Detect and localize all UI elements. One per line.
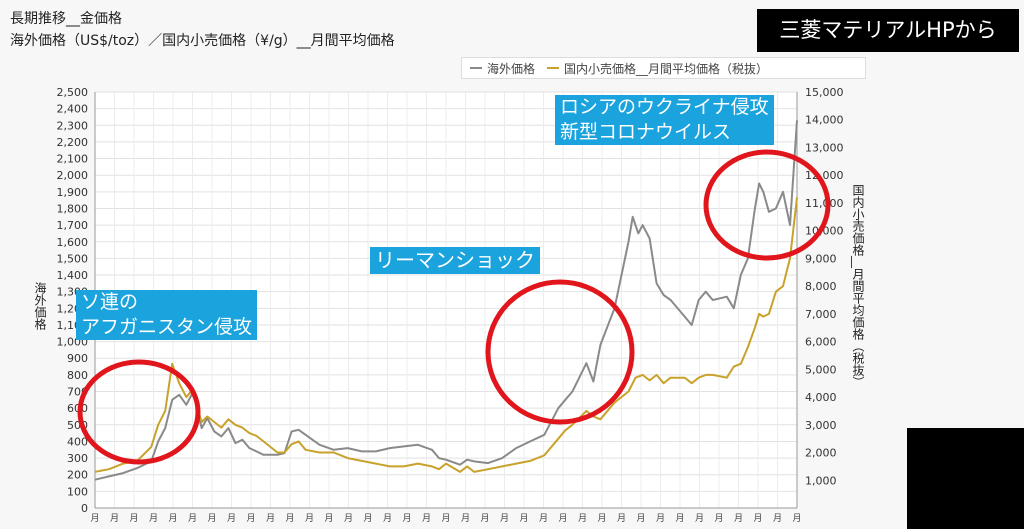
y-axis-title-left: 海外価格 [33, 282, 47, 330]
x-tick-label: 月 [539, 513, 548, 524]
x-tick-label: 月 [422, 513, 431, 524]
y-tick-label-left: 1,800 [57, 202, 89, 215]
y-tick-label-right: 14,000 [805, 114, 844, 127]
x-tick-label: 月 [129, 513, 138, 524]
x-tick-label: 月 [773, 513, 782, 524]
x-tick-label: 月 [656, 513, 665, 524]
chart-title: 長期推移__金価格 [10, 11, 122, 27]
x-tick-label: 月 [168, 513, 177, 524]
highlight-circle-afghanistan [77, 359, 201, 465]
annotation-afghanistan-line2: アフガニスタン侵攻 [81, 316, 253, 338]
y-tick-label-left: 2,300 [57, 119, 89, 132]
x-tick-label: 月 [383, 513, 392, 524]
y-tick-label-left: 800 [67, 369, 88, 382]
x-tick-label: 月 [636, 513, 645, 524]
y-tick-label-right: 5,000 [805, 363, 837, 376]
annotation-lehman-line1: リーマンショック [375, 248, 535, 272]
x-tick-label: 月 [695, 513, 704, 524]
series-line-domestic [94, 197, 798, 473]
y-tick-label-right: 8,000 [805, 280, 837, 293]
x-tick-label: 月 [519, 513, 528, 524]
y-tick-label-left: 1,400 [57, 269, 89, 282]
y-tick-label-right: 13,000 [805, 141, 844, 154]
y-tick-label-right: 4,000 [805, 391, 837, 404]
x-tick-label: 月 [110, 513, 119, 524]
y-tick-label-left: 1,700 [57, 219, 89, 232]
y-tick-label-left: 2,000 [57, 169, 89, 182]
legend-swatch-overseas [470, 66, 482, 69]
y-tick-label-left: 900 [67, 352, 88, 365]
series-line-overseas [94, 120, 798, 481]
x-tick-label: 月 [617, 513, 626, 524]
x-tick-label: 月 [753, 513, 762, 524]
y-tick-label-left: 2,200 [57, 136, 89, 149]
y-tick-label-left: 1,500 [57, 252, 89, 265]
chart-legend: 海外価格 国内小売価格__月間平均価格（税抜） [461, 57, 866, 79]
y-tick-label-left: 400 [67, 435, 88, 448]
y-tick-label-left: 1,900 [57, 186, 89, 199]
annotation-ukraine-line2: 新型コロナウイルス [560, 121, 732, 143]
x-tick-label: 月 [149, 513, 158, 524]
legend-item-overseas: 海外価格 [470, 60, 535, 77]
legend-label-overseas: 海外価格 [487, 61, 536, 76]
x-tick-label: 月 [363, 513, 372, 524]
y-tick-label-right: 6,000 [805, 336, 837, 349]
y-tick-label-right: 2,000 [805, 447, 837, 460]
y-tick-label-left: 200 [67, 469, 88, 482]
x-tick-label: 月 [714, 513, 723, 524]
x-tick-label: 月 [441, 513, 450, 524]
x-tick-label: 月 [402, 513, 411, 524]
y-tick-label-right: 15,000 [805, 86, 844, 99]
annotation-afghanistan-line1: ソ連の [81, 291, 139, 313]
x-tick-label: 月 [558, 513, 567, 524]
highlight-circle-lehman [485, 279, 635, 425]
y-tick-label-left: 2,400 [57, 103, 89, 116]
x-tick-label: 月 [500, 513, 509, 524]
annotation-afghanistan: ソ連の アフガニスタン侵攻 [76, 290, 258, 340]
x-tick-label: 月 [461, 513, 470, 524]
source-banner: 三菱マテリアルHPから [757, 9, 1019, 52]
x-tick-label: 月 [188, 513, 197, 524]
x-tick-label: 月 [734, 513, 743, 524]
y-tick-label-left: 300 [67, 452, 88, 465]
x-tick-label: 月 [578, 513, 587, 524]
y-tick-label-left: 2,500 [57, 86, 89, 99]
x-tick-label: 月 [344, 513, 353, 524]
x-tick-label: 月 [675, 513, 684, 524]
x-tick-label: 月 [305, 513, 314, 524]
highlight-circle-ukraine [703, 149, 831, 261]
x-tick-label: 月 [324, 513, 333, 524]
x-tick-label: 月 [597, 513, 606, 524]
legend-label-domestic: 国内小売価格__月間平均価格（税抜） [564, 61, 769, 76]
x-tick-label: 月 [792, 513, 801, 524]
black-overlay-box [907, 428, 1024, 529]
y-tick-label-right: 7,000 [805, 308, 837, 321]
y-tick-label-right: 3,000 [805, 419, 837, 432]
x-tick-label: 月 [246, 513, 255, 524]
y-tick-label-right: 1,000 [805, 474, 837, 487]
annotation-ukraine-line1: ロシアのウクライナ侵攻 [560, 96, 769, 118]
legend-swatch-domestic [547, 66, 560, 69]
annotation-lehman: リーマンショック [370, 247, 540, 274]
x-tick-label: 月 [90, 513, 99, 524]
y-tick-label-left: 600 [67, 402, 88, 415]
y-tick-label-left: 2,100 [57, 153, 89, 166]
y-tick-label-left: 100 [67, 485, 88, 498]
x-tick-label: 月 [285, 513, 294, 524]
x-tick-label: 月 [266, 513, 275, 524]
x-tick-label: 月 [480, 513, 489, 524]
y-tick-label-right: 9,000 [805, 252, 837, 265]
y-axis-title-right: 国内小売価格__月間平均価格（税抜） [851, 184, 865, 388]
annotation-ukraine-covid: ロシアのウクライナ侵攻 新型コロナウイルス [555, 95, 774, 145]
legend-item-domestic: 国内小売価格__月間平均価格（税抜） [547, 60, 768, 77]
y-tick-label-right: 11,000 [805, 197, 844, 210]
y-tick-label-right: 10,000 [805, 225, 844, 238]
y-tick-label-left: 1,600 [57, 236, 89, 249]
x-tick-label: 月 [207, 513, 216, 524]
chart-subtitle: 海外価格（US$/toz）／国内小売価格（¥/g）__月間平均価格 [10, 33, 395, 49]
y-tick-label-left: 0 [81, 502, 88, 515]
x-tick-label: 月 [227, 513, 236, 524]
